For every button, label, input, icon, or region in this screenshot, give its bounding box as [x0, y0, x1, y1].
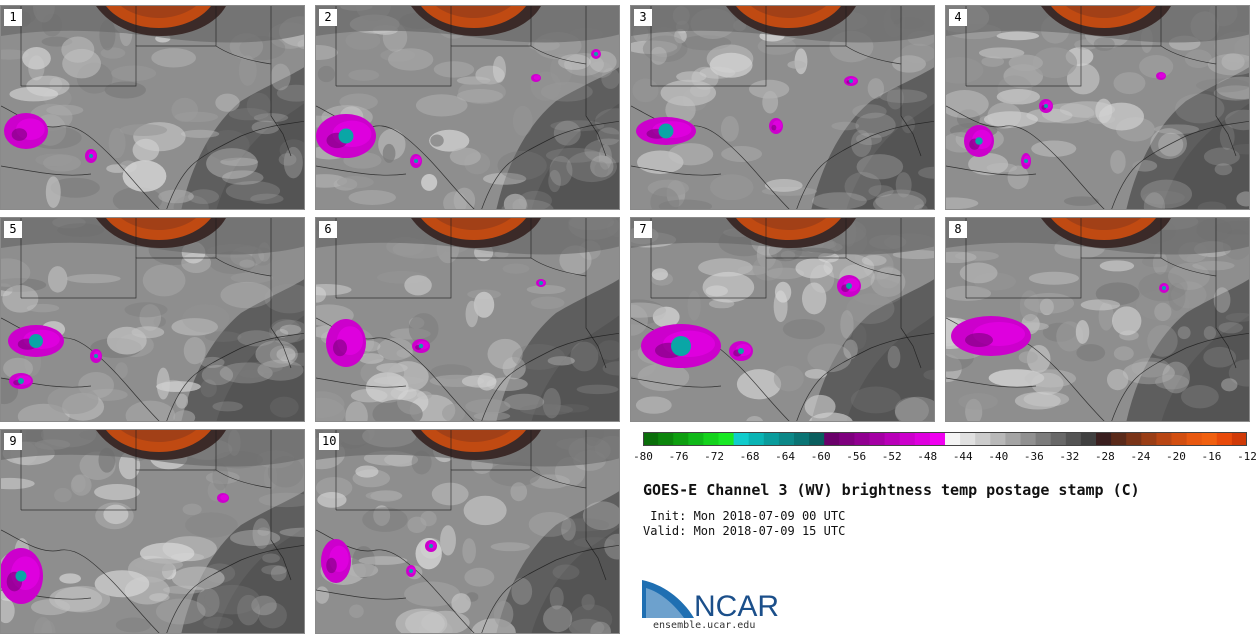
colorbar-swatch	[688, 432, 704, 446]
colorbar-swatch	[1186, 432, 1203, 446]
panel-number: 2	[319, 9, 337, 26]
colorbar-swatch	[960, 432, 976, 446]
wv-map	[1, 6, 304, 209]
panel-number: 5	[4, 221, 22, 238]
colorbar-tick-label: -80	[633, 450, 653, 463]
colorbar-swatch	[1231, 432, 1247, 446]
colorbar-swatch	[869, 432, 886, 446]
colorbar-tick-label: -32	[1059, 450, 1080, 463]
colorbar-swatch	[914, 432, 931, 446]
panel-number: 4	[949, 9, 967, 26]
colorbar-swatch	[854, 432, 870, 446]
colorbar-swatch	[1216, 432, 1233, 446]
colorbar-swatch	[1035, 432, 1052, 446]
colorbar-swatch	[1005, 432, 1021, 446]
colorbar-tick-label: -72	[704, 450, 724, 463]
ncar-logo-swoosh	[642, 580, 694, 618]
wv-map	[1, 218, 304, 421]
wv-map	[946, 6, 1249, 209]
colorbar-swatch	[794, 432, 810, 446]
panel-number: 6	[319, 221, 337, 238]
colorbar-tick-label: -68	[739, 450, 760, 463]
panel-number: 3	[634, 9, 652, 26]
map-panel: 1	[0, 5, 305, 210]
wv-map	[1, 430, 304, 633]
ncar-logo-text: NCAR	[694, 590, 779, 622]
colorbar-swatch	[733, 432, 750, 446]
figure-title: GOES-E Channel 3 (WV) brightness temp po…	[643, 481, 1140, 499]
colorbar-swatch	[1156, 432, 1172, 446]
colorbar-swatch	[1020, 432, 1037, 446]
colorbar-swatch	[778, 432, 795, 446]
colorbar-tick-label: -40	[988, 450, 1009, 463]
init-time: Init: Mon 2018-07-09 00 UTC	[643, 509, 846, 523]
map-panel: 9	[0, 429, 305, 634]
colorbar-swatch	[884, 432, 901, 446]
colorbar-swatch	[929, 432, 946, 446]
map-panel: 5	[0, 217, 305, 422]
valid-time: Valid: Mon 2018-07-09 15 UTC	[643, 524, 846, 538]
colorbar-tick-label: -76	[668, 450, 689, 463]
colorbar-swatch	[1126, 432, 1142, 446]
colorbar-tick-label: -28	[1094, 450, 1115, 463]
colorbar-swatch	[643, 432, 659, 446]
colorbar-tick-label: -20	[1166, 450, 1186, 463]
colorbar-swatch	[1141, 432, 1157, 446]
colorbar-tick-label: -24	[1130, 450, 1151, 463]
colorbar-tick-label: -64	[775, 450, 796, 463]
colorbar-swatch	[673, 432, 689, 446]
colorbar-tick-label: -16	[1201, 450, 1222, 463]
colorbar-tick-label: -52	[881, 450, 902, 463]
map-panel: 3	[630, 5, 935, 210]
panel-number: 7	[634, 221, 652, 238]
colorbar-swatch	[718, 432, 735, 446]
panel-number: 9	[4, 433, 22, 450]
colorbar-swatch	[1080, 432, 1097, 446]
colorbar-tick-label: -44	[952, 450, 973, 463]
colorbar-tick-label: -48	[917, 450, 938, 463]
colorbar-swatch	[809, 432, 825, 446]
wv-map	[631, 6, 934, 209]
panel-number: 10	[319, 433, 340, 450]
colorbar-swatch	[839, 432, 855, 446]
map-panel: 4	[945, 5, 1250, 210]
colorbar-tick-label: -56	[846, 450, 867, 463]
wv-map	[631, 218, 934, 421]
colorbar-swatch	[990, 432, 1006, 446]
wv-map	[316, 218, 619, 421]
colorbar-swatch	[1111, 432, 1127, 446]
colorbar-swatch	[1171, 432, 1188, 446]
wv-map	[316, 6, 619, 209]
wv-map	[316, 430, 619, 633]
colorbar-swatch	[824, 432, 840, 446]
map-panel: 2	[315, 5, 620, 210]
colorbar-tick-label: -12	[1237, 450, 1257, 463]
colorbar-swatch	[1050, 432, 1067, 446]
colorbar-swatch	[1065, 432, 1082, 446]
colorbar-tick-label: -60	[810, 450, 831, 463]
wv-map	[946, 218, 1249, 421]
colorbar-swatch	[1096, 432, 1112, 446]
logo-url: ensemble.ucar.edu	[653, 620, 756, 631]
colorbar-swatch	[1201, 432, 1218, 446]
colorbar-swatch	[763, 432, 780, 446]
map-panel: 10	[315, 429, 620, 634]
colorbar-swatch	[748, 432, 765, 446]
colorbar-tick-label: -36	[1023, 450, 1044, 463]
colorbar-swatch	[945, 432, 961, 446]
colorbar-swatch	[703, 432, 719, 446]
colorbar	[643, 432, 1247, 446]
colorbar-swatch	[975, 432, 991, 446]
panel-number: 1	[4, 9, 22, 26]
ncar-logo: NCAR	[642, 580, 779, 622]
colorbar-swatch	[658, 432, 674, 446]
colorbar-swatch	[899, 432, 916, 446]
panel-number: 8	[949, 221, 967, 238]
map-panel: 7	[630, 217, 935, 422]
map-panel: 6	[315, 217, 620, 422]
map-panel: 8	[945, 217, 1250, 422]
